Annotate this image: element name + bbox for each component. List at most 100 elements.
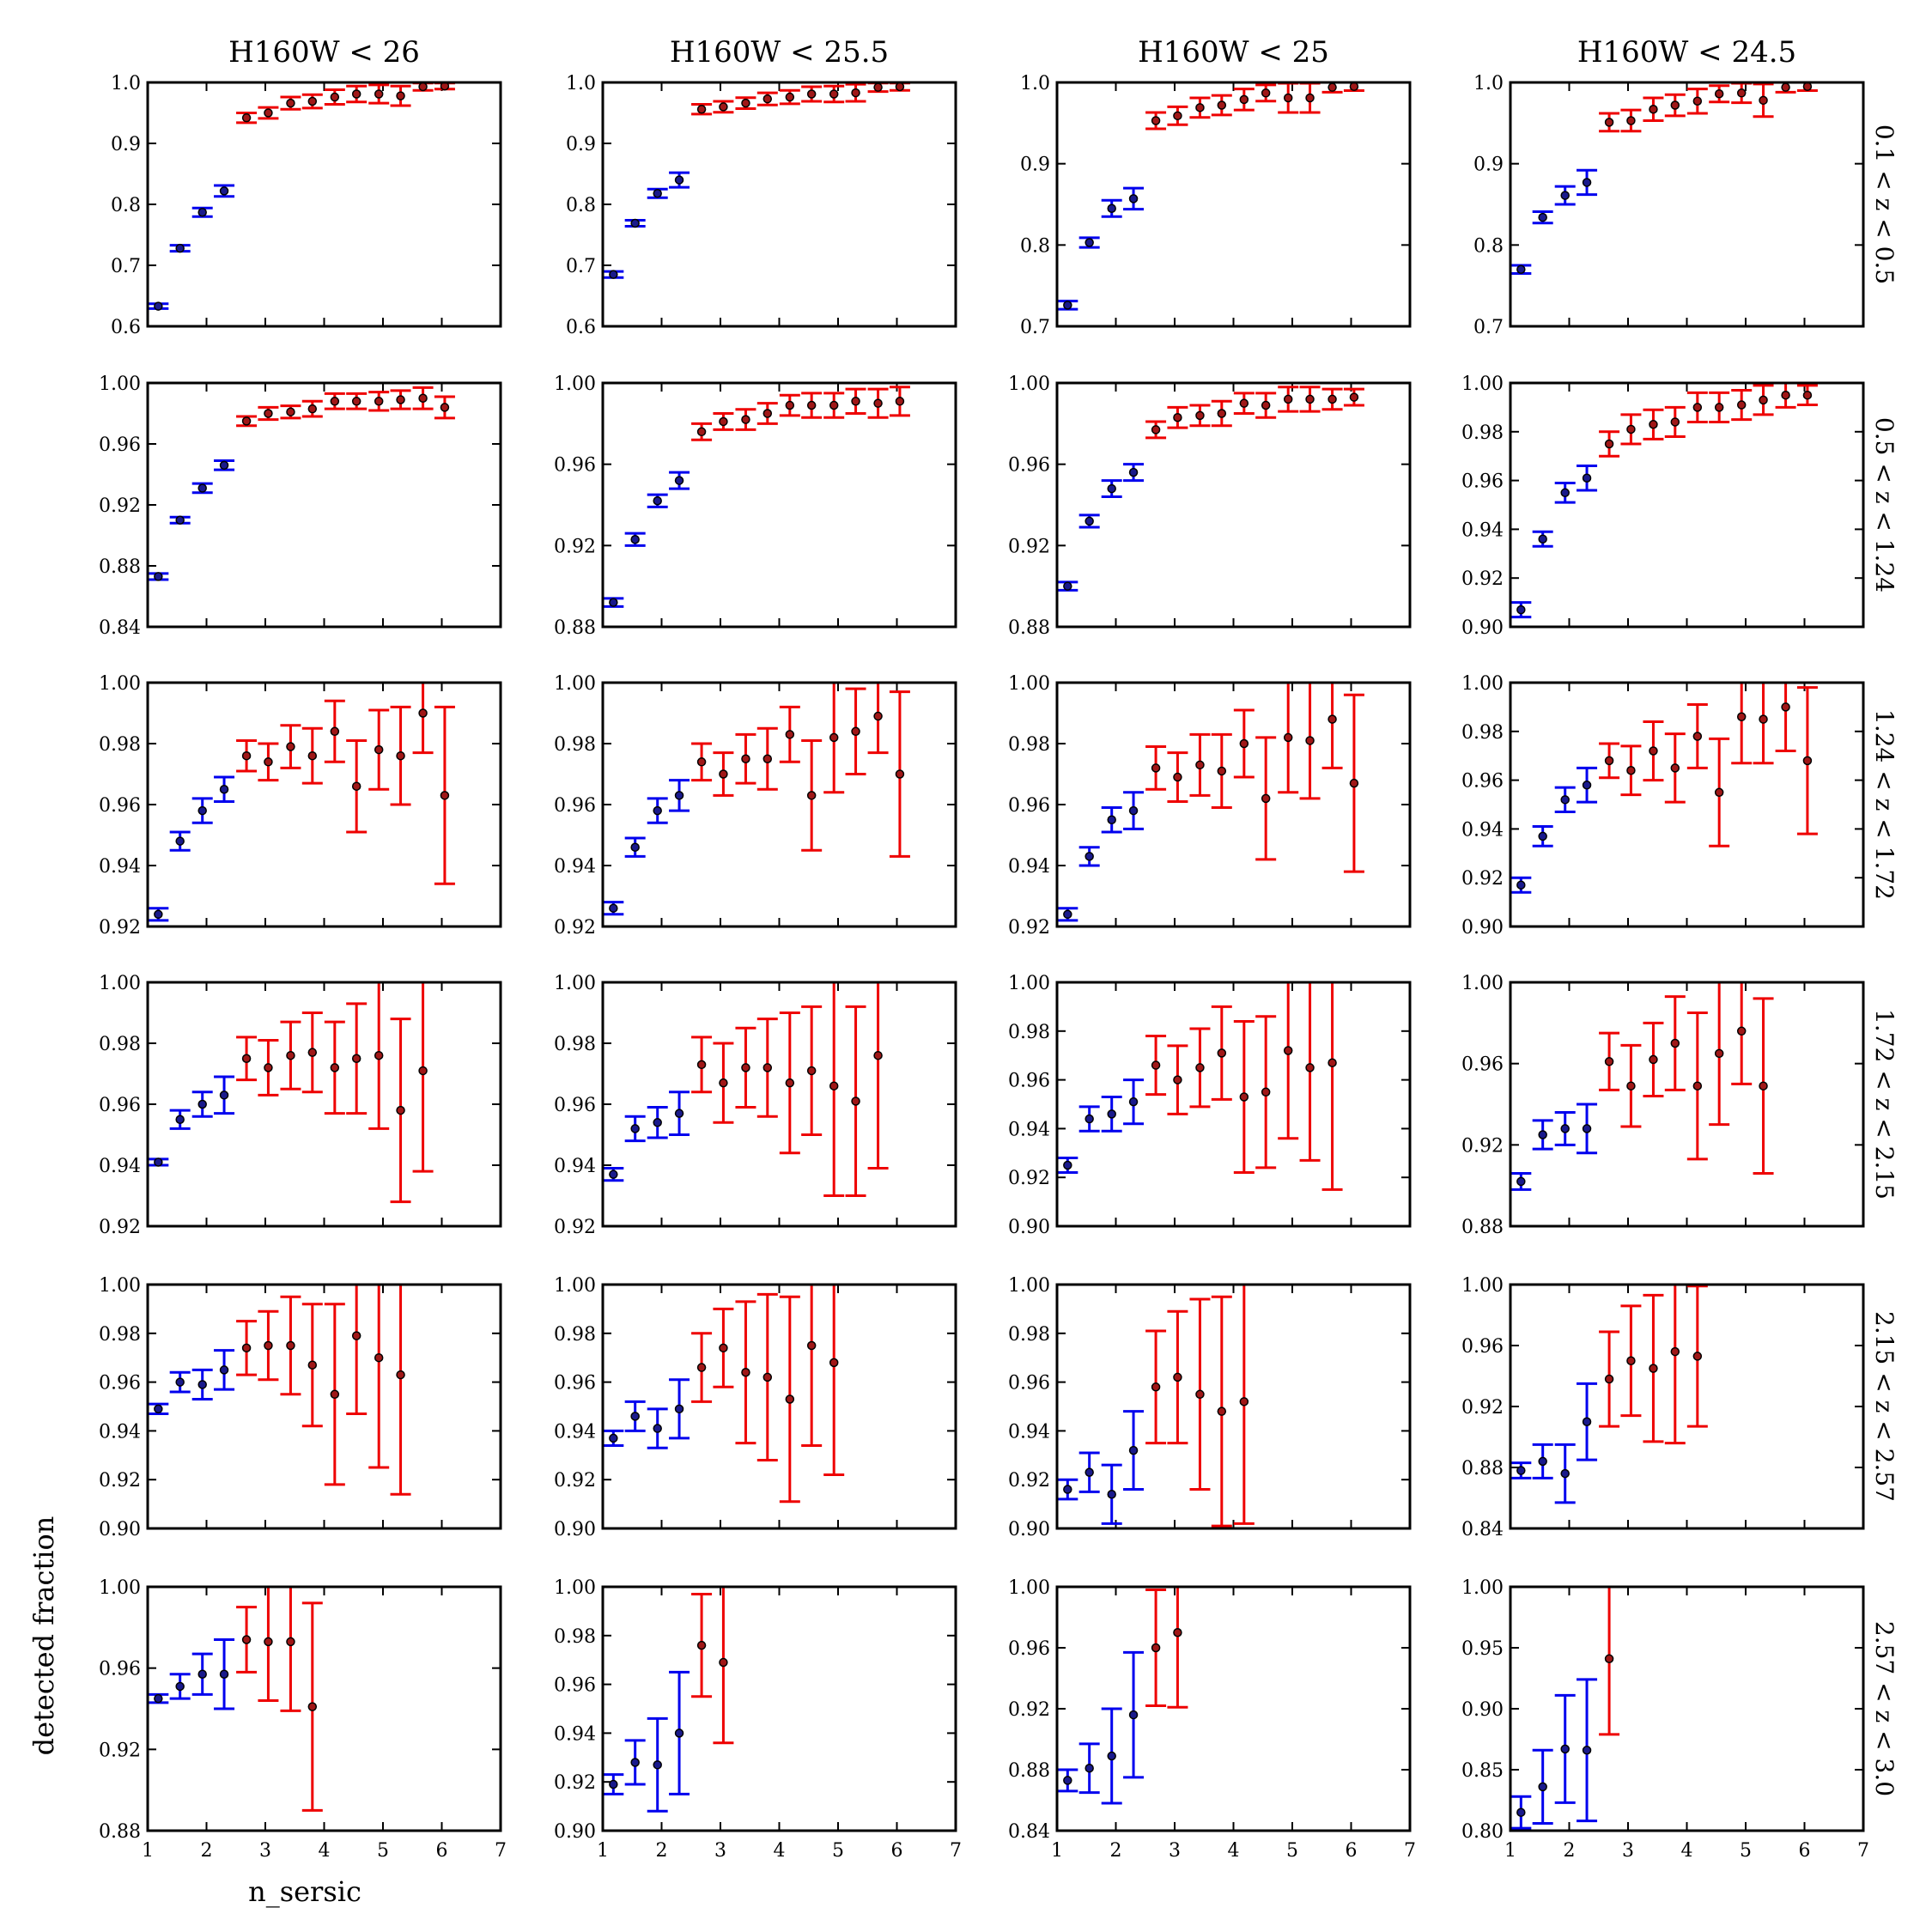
data-point [307, 1360, 318, 1370]
data-point [1516, 264, 1526, 274]
data-point [1649, 104, 1658, 114]
data-point [1084, 1763, 1094, 1773]
data-point [241, 416, 252, 426]
y-tick-label: 0.8 [566, 195, 596, 216]
y-tick-label: 1.00 [99, 673, 141, 695]
y-tick-label: 0.8 [111, 195, 141, 216]
panel-frame [1509, 681, 1865, 928]
y-tick-label: 0.94 [99, 1421, 141, 1443]
data-point [653, 1424, 662, 1433]
y-tick-label: 1.00 [1008, 374, 1050, 395]
y-tick-label: 0.84 [99, 617, 141, 639]
y-tick-label: 0.92 [99, 495, 141, 517]
panel: 0.90 0.92 0.94 0.96 0.98 1.00 [1461, 374, 1865, 639]
data-point [241, 1054, 252, 1063]
data-point [1538, 1130, 1547, 1139]
y-tick-label: 0.92 [1461, 568, 1504, 590]
data-point [330, 1389, 340, 1400]
data-point [286, 1637, 295, 1647]
data-point [829, 732, 839, 743]
data-point [1084, 1467, 1094, 1477]
y-tick-label: 0.88 [1008, 617, 1050, 639]
data-point [1781, 82, 1790, 92]
y-tick-label: 0.96 [1008, 1638, 1050, 1660]
data-point [1327, 714, 1337, 724]
data-point [1736, 400, 1747, 410]
panel-frame [1055, 981, 1412, 1228]
data-point [719, 1343, 728, 1353]
panel-frame [146, 1585, 502, 1832]
data-point [762, 1063, 773, 1072]
data-point [1107, 815, 1116, 824]
data-point [1128, 805, 1139, 816]
data-point [674, 1728, 684, 1738]
y-tick-label: 0.96 [99, 1373, 141, 1394]
data-point [197, 1669, 207, 1680]
data-point [719, 416, 728, 427]
data-point [351, 397, 361, 406]
y-tick-label: 0.98 [99, 734, 141, 756]
panel-data [1057, 683, 1364, 922]
y-tick-label: 1.0 [1020, 73, 1050, 94]
panel-data [1510, 82, 1818, 275]
y-tick-label: 0.96 [1461, 471, 1504, 493]
y-tick-label: 1.00 [554, 1275, 596, 1297]
y-tick-label: 0.85 [1461, 1760, 1504, 1782]
column-title: H160W < 24.5 [1577, 35, 1796, 70]
data-point [1604, 118, 1614, 127]
panel-data [1510, 1285, 1708, 1504]
y-tick-label: 1.00 [554, 673, 596, 695]
y-tick-label: 0.92 [99, 1740, 141, 1761]
y-tick-label: 0.6 [566, 317, 596, 338]
data-point [719, 102, 728, 112]
panel-frame [146, 981, 502, 1228]
data-point [241, 1635, 252, 1644]
data-point [241, 112, 252, 123]
y-tick-label: 1.00 [99, 1275, 141, 1297]
data-point [1107, 204, 1116, 213]
data-point [696, 1363, 707, 1372]
panel-data [1510, 383, 1818, 619]
y-tick-label: 1.00 [99, 1577, 141, 1599]
data-point [630, 534, 640, 544]
data-point [396, 91, 405, 100]
data-point [1063, 581, 1072, 591]
data-point [1128, 1097, 1139, 1107]
panel: 0.88 0.92 0.96 1.00 [1008, 374, 1412, 639]
y-tick-label: 0.94 [99, 1156, 141, 1177]
panel-data [1057, 1285, 1255, 1528]
y-tick-label: 0.90 [1008, 1519, 1050, 1540]
data-point [1560, 795, 1570, 805]
data-point [762, 1372, 773, 1382]
data-point [1802, 82, 1813, 91]
x-tick-label: 5 [832, 1840, 844, 1862]
data-point [1626, 116, 1636, 125]
data-point [696, 104, 707, 114]
data-point [785, 1394, 795, 1404]
data-point [1239, 94, 1249, 105]
y-tick-label: 0.96 [1461, 771, 1504, 793]
data-point [1327, 394, 1337, 404]
data-point [1604, 439, 1614, 449]
y-tick-label: 0.88 [1461, 1217, 1504, 1238]
y-tick-label: 0.7 [1020, 317, 1050, 338]
x-tick-label: 2 [1564, 1840, 1576, 1862]
x-tick-label: 3 [259, 1840, 271, 1862]
y-tick-label: 0.98 [1461, 422, 1504, 444]
panel-data [603, 982, 889, 1197]
data-point [351, 781, 361, 791]
data-point [1781, 390, 1790, 400]
data-point [1560, 1468, 1570, 1479]
data-point [1560, 488, 1570, 498]
data-point [653, 1760, 662, 1770]
data-point [1128, 1445, 1139, 1455]
row-label: 2.15 < z < 2.57 [1870, 1311, 1899, 1502]
panel: 0.88 0.92 0.96 1.00 [1461, 973, 1865, 1238]
data-point [1305, 1063, 1315, 1072]
data-point [154, 1693, 163, 1704]
panel-frame [1509, 381, 1865, 629]
panel-frame [601, 1585, 957, 1832]
y-tick-label: 0.92 [554, 917, 596, 939]
data-point [1151, 1382, 1161, 1392]
y-tick-label: 1.00 [1008, 973, 1050, 994]
